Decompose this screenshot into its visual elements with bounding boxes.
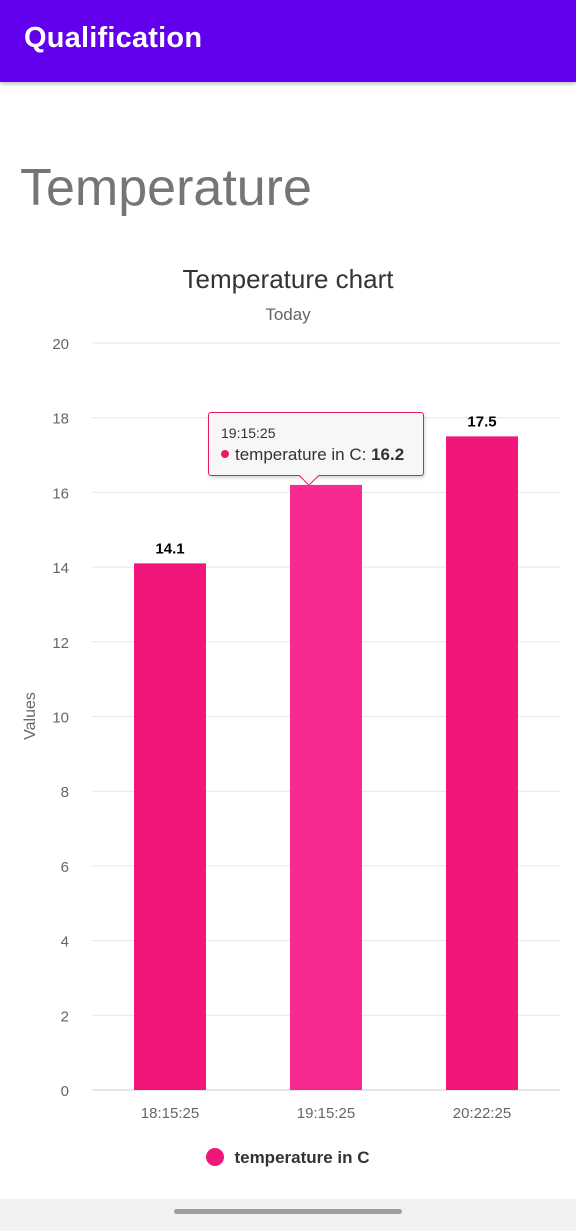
tooltip-body: temperature in C: 16.2	[221, 445, 404, 465]
tooltip-value: 16.2	[371, 445, 405, 464]
chart-title: Temperature chart	[182, 264, 394, 294]
legend-dot-icon	[206, 1147, 225, 1166]
chart-tooltip: 19:15:25 temperature in C: 16.2	[208, 412, 424, 476]
chart-legend[interactable]: temperature in C	[0, 1147, 576, 1168]
bar[interactable]	[446, 436, 518, 1090]
data-label: 14.1	[155, 540, 184, 557]
y-tick-label: 10	[52, 710, 69, 727]
y-tick-label: 16	[52, 485, 69, 502]
y-tick-label: 8	[61, 784, 69, 801]
app-title: Qualification	[24, 22, 203, 54]
y-tick-label: 12	[52, 635, 69, 652]
y-tick-label: 18	[52, 411, 69, 428]
system-nav-bar	[0, 1199, 576, 1231]
bar[interactable]	[290, 484, 362, 1090]
tooltip-header: 19:15:25	[221, 425, 276, 441]
bar[interactable]	[134, 563, 206, 1090]
x-tick-label: 19:15:25	[297, 1105, 355, 1122]
y-tick-label: 0	[61, 1083, 69, 1100]
home-gesture-handle[interactable]	[174, 1209, 402, 1214]
x-tick-label: 20:22:25	[453, 1105, 511, 1122]
y-tick-label: 14	[52, 560, 69, 577]
y-tick-label: 4	[61, 934, 69, 951]
y-tick-label: 6	[61, 859, 69, 876]
legend-label[interactable]: temperature in C	[234, 1148, 370, 1167]
y-tick-label: 2	[61, 1008, 69, 1025]
page-title: Temperature	[20, 159, 312, 217]
y-axis-title: Values	[22, 692, 39, 740]
tooltip-series-label: temperature in C:	[235, 445, 372, 464]
y-tick-label: 20	[52, 336, 69, 353]
chart-subtitle: Today	[265, 305, 311, 324]
data-label: 17.5	[467, 413, 496, 430]
x-tick-label: 18:15:25	[141, 1105, 199, 1122]
app-bar: Qualification	[0, 0, 576, 82]
tooltip-series-dot-icon	[221, 449, 229, 458]
